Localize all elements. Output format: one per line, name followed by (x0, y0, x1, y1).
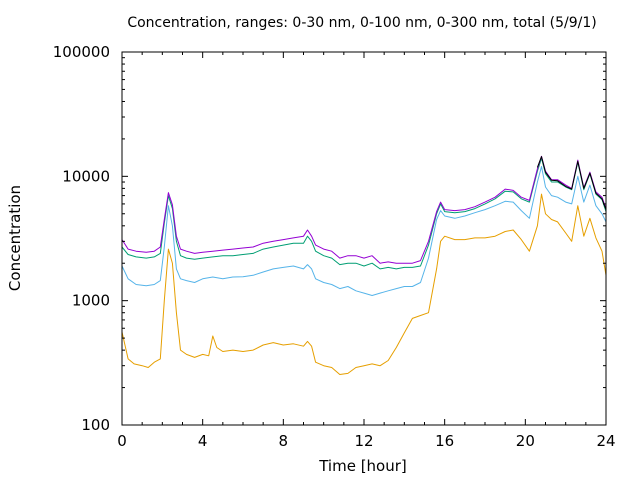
x-tick-label: 20 (516, 432, 535, 450)
series-line-3 (121, 157, 607, 270)
x-tick-label: 0 (117, 432, 127, 450)
series-line-4 (121, 155, 607, 264)
x-tick-label: 12 (354, 432, 373, 450)
series-line-1 (121, 193, 607, 375)
x-tick-label: 24 (596, 432, 615, 450)
y-tick-label: 1000 (72, 292, 110, 310)
series-line-5 (536, 156, 607, 210)
x-axis-title: Time [hour] (318, 457, 407, 475)
chart-title: Concentration, ranges: 0-30 nm, 0-100 nm… (127, 15, 596, 31)
x-tick-label: 8 (279, 432, 289, 450)
y-tick-label: 100000 (53, 43, 110, 61)
tick-layer: 0 4 8 12 16 20 24 100 1000 10000 100000 (53, 43, 616, 450)
y-tick-label: 10000 (62, 167, 110, 185)
x-tick-label: 4 (198, 432, 208, 450)
series-line-2 (121, 166, 607, 296)
series-layer (121, 155, 607, 375)
plot-frame (121, 51, 607, 426)
y-axis-title: Concentration (6, 185, 24, 291)
y-tick-label: 100 (81, 416, 110, 434)
x-tick-label: 16 (435, 432, 454, 450)
